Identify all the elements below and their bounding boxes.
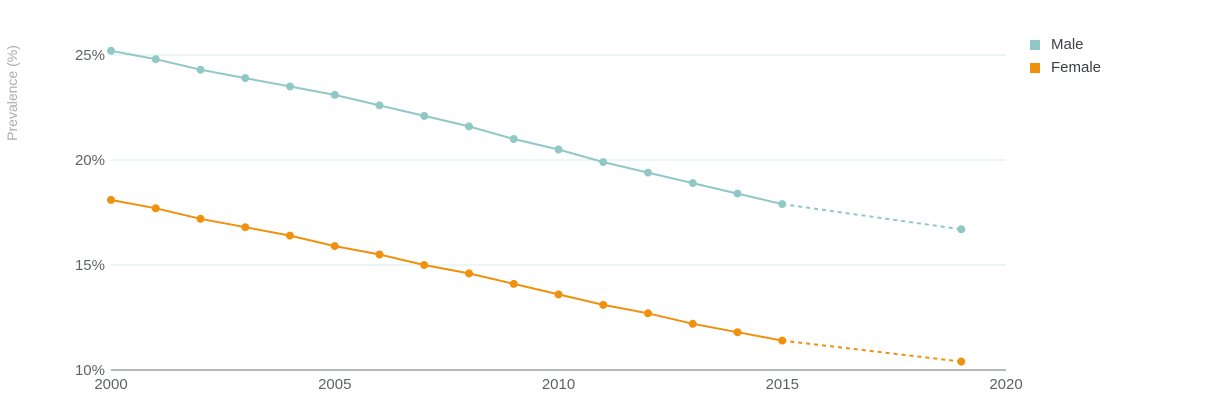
legend: Male Female <box>1030 33 1101 79</box>
legend-item-female[interactable]: Female <box>1030 56 1101 79</box>
x-tick-label: 2010 <box>542 376 575 393</box>
data-point-female[interactable] <box>509 279 518 288</box>
data-point-male[interactable] <box>375 101 384 110</box>
series-line-male <box>110 49 783 206</box>
data-point-male[interactable] <box>196 65 205 74</box>
data-point-female[interactable] <box>286 231 294 240</box>
data-point-female[interactable] <box>554 290 563 299</box>
data-point-male[interactable] <box>688 179 697 188</box>
data-point-female[interactable] <box>375 250 384 259</box>
x-tick-label: 2020 <box>989 376 1022 393</box>
data-point-male[interactable] <box>644 168 652 177</box>
y-tick-label: 10% <box>75 362 105 379</box>
data-point-female[interactable] <box>196 214 205 223</box>
data-point-female[interactable] <box>151 204 160 213</box>
data-points <box>107 46 966 366</box>
data-point-female[interactable] <box>599 300 608 309</box>
data-point-female[interactable] <box>778 336 787 345</box>
data-point-male[interactable] <box>420 111 429 120</box>
x-tick-label: 2000 <box>94 376 127 393</box>
data-point-male[interactable] <box>778 200 787 209</box>
legend-swatch-female <box>1030 62 1040 73</box>
y-tick-label: 25% <box>75 47 105 64</box>
data-point-female[interactable] <box>107 195 115 204</box>
data-point-male[interactable] <box>509 135 518 143</box>
axes: 10% 15% 20% 25% 2000 2005 2010 2015 2020 <box>75 47 1023 393</box>
data-point-female[interactable] <box>688 319 697 328</box>
legend-label-male: Male <box>1051 36 1084 53</box>
data-point-female[interactable] <box>420 261 429 269</box>
data-point-female[interactable] <box>330 242 339 251</box>
data-point-male[interactable] <box>151 55 160 64</box>
data-point-male[interactable] <box>286 82 294 91</box>
data-point-male[interactable] <box>554 145 563 154</box>
x-tick-label: 2015 <box>766 376 799 393</box>
y-axis-title: Prevalence (%) <box>4 45 20 141</box>
y-tick-label: 20% <box>75 152 105 169</box>
projection-line-female <box>782 339 962 363</box>
legend-item-male[interactable]: Male <box>1030 33 1101 56</box>
series-line-female <box>110 198 783 342</box>
y-tick-label: 15% <box>75 257 105 274</box>
data-point-female[interactable] <box>465 269 473 278</box>
data-point-male[interactable] <box>733 189 742 198</box>
gridlines <box>111 54 1006 266</box>
legend-label-female: Female <box>1051 59 1102 76</box>
data-point-male[interactable] <box>241 74 250 83</box>
data-point-male[interactable] <box>330 90 339 99</box>
data-point-female[interactable] <box>644 309 652 318</box>
data-point-female[interactable] <box>733 328 742 337</box>
data-point-female[interactable] <box>241 223 250 232</box>
legend-swatch-male <box>1030 39 1040 50</box>
data-point-male[interactable] <box>599 158 608 167</box>
x-tick-label: 2005 <box>318 376 351 393</box>
data-point-male[interactable] <box>465 122 473 131</box>
projection-point-male[interactable] <box>957 225 966 234</box>
projection-line-male <box>782 203 962 231</box>
series-lines <box>110 49 962 363</box>
data-point-male[interactable] <box>107 46 115 55</box>
projection-point-female[interactable] <box>957 357 966 366</box>
